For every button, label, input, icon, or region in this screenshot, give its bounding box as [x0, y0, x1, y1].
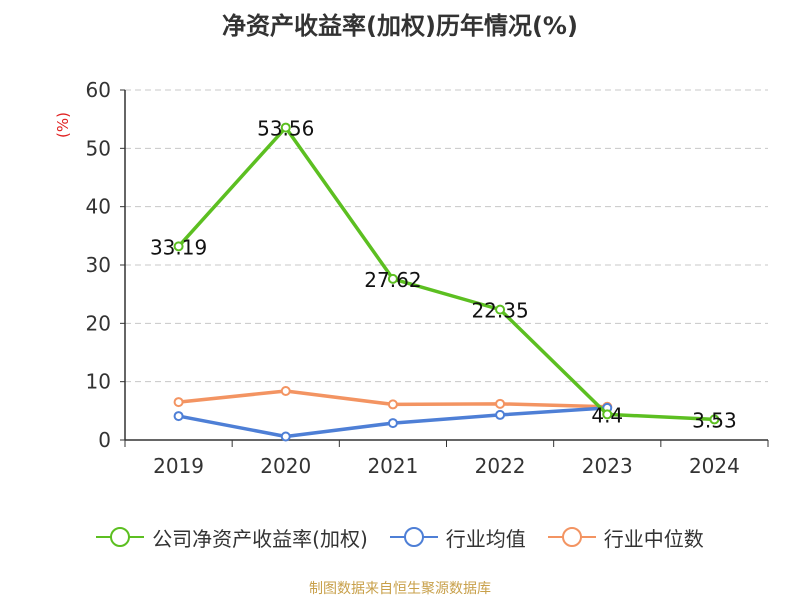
data-point: [280, 386, 291, 396]
data-label: 33.19: [150, 235, 207, 259]
legend-item: 行业中位数: [547, 523, 704, 552]
axes: 0 10 20 30 40 50 60 2019 2020 2021 2022 2023 2024 (%): [54, 78, 769, 478]
legend-line-marker-icon: [96, 527, 145, 547]
legend-label: 行业均值: [445, 526, 526, 551]
y-tick-label: 40: [86, 195, 111, 219]
data-label: 4.4: [591, 403, 623, 427]
data-point: [280, 122, 291, 133]
legend-label: 公司净资产收益率(加权): [152, 526, 368, 551]
series-layer: [173, 122, 720, 442]
data-point: [280, 431, 291, 442]
data-point: [709, 414, 720, 425]
data-label: 22.35: [471, 299, 528, 323]
data-point: [173, 241, 184, 252]
data-point: [387, 273, 398, 284]
y-axis-label: (%): [54, 112, 72, 138]
y-tick-label: 20: [86, 311, 111, 335]
data-label: 27.62: [364, 268, 421, 292]
grid-lines: [125, 89, 768, 383]
data-label: 53.56: [257, 117, 314, 141]
y-tick-label: 30: [86, 253, 111, 277]
y-tick-label: 60: [86, 78, 111, 102]
y-tick-label: 10: [86, 370, 111, 394]
legend-item: 行业均值: [389, 523, 526, 552]
source-note: 制图数据来自恒生聚源数据库: [309, 581, 491, 597]
x-tick-label: 2023: [582, 454, 633, 478]
x-tick-label: 2021: [367, 454, 418, 478]
x-tick-label: 2019: [153, 454, 204, 478]
legend: 公司净资产收益率(加权) 行业均值 行业中位数: [0, 520, 800, 554]
x-tick-label: 2022: [475, 454, 526, 478]
data-point: [173, 397, 184, 408]
legend-line-marker-icon: [389, 527, 438, 547]
legend-line-marker-icon: [547, 527, 596, 547]
data-point: [387, 399, 398, 410]
x-tick-label: 2020: [260, 454, 311, 478]
data-labels: 33.19 53.56 27.62 22.35 4.4 3.53: [150, 117, 737, 433]
x-tick-label: 2024: [689, 454, 740, 478]
data-point: [495, 409, 506, 420]
series-line: [176, 125, 717, 422]
y-tick-label: 50: [86, 136, 111, 160]
data-point: [495, 398, 506, 409]
data-point: [387, 418, 398, 429]
data-label: 3.53: [692, 408, 737, 432]
legend-item: 公司净资产收益率(加权): [96, 523, 368, 552]
data-point: [602, 409, 613, 420]
data-point: [495, 304, 506, 315]
legend-label: 行业中位数: [603, 526, 704, 551]
chart-title: 净资产收益率(加权)历年情况(%): [222, 12, 578, 40]
y-tick-label: 0: [98, 428, 111, 452]
data-point: [173, 411, 184, 422]
